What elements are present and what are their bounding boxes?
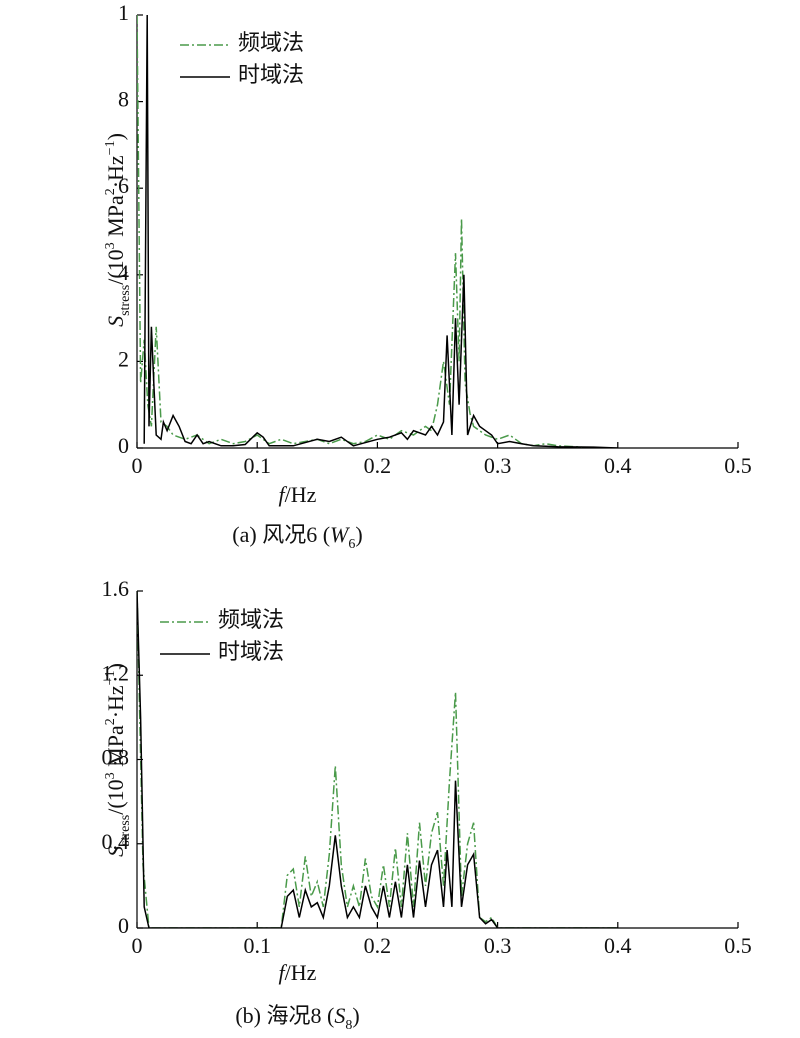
x-tick-label: 0.4: [604, 453, 632, 478]
legend-label: 时域法: [218, 639, 284, 664]
label-part: /Hz: [285, 482, 317, 507]
label-part: 3: [103, 242, 118, 249]
y-tick-label: 4: [118, 260, 129, 285]
x-tick-label: 0.1: [243, 933, 271, 958]
label-part: 2: [103, 718, 118, 725]
label-part: S: [103, 846, 128, 857]
label-part: ): [103, 663, 128, 670]
legend-label: 频域法: [218, 607, 284, 632]
x-tick-label: 0.3: [484, 453, 512, 478]
y-tick-label: 1.6: [102, 576, 130, 601]
label-part: /(10: [103, 779, 128, 814]
series-line: [137, 591, 618, 928]
label-part: 2: [103, 188, 118, 195]
y-tick-label: 8: [118, 87, 129, 112]
label-part: f: [279, 482, 288, 507]
label-part: (b) 海况8 (: [235, 1003, 334, 1028]
series-line: [137, 15, 582, 448]
label-part: ): [103, 133, 128, 140]
y-tick-label: 1.2: [102, 660, 130, 685]
label-part: −1: [103, 670, 118, 685]
label-part: W: [330, 522, 350, 547]
y-axis-label: Sstress/(103 MPa2·Hz−1): [103, 663, 133, 857]
x-tick-label: 0: [132, 933, 143, 958]
label-part: S: [334, 1003, 345, 1028]
legend-label: 频域法: [238, 30, 304, 55]
label-part: /(10: [103, 249, 128, 284]
plot-lines: [137, 15, 618, 448]
label-part: 3: [103, 772, 118, 779]
label-part: ·Hz: [103, 155, 128, 188]
label-part: f: [279, 960, 288, 985]
y-tick-label: 0: [118, 913, 129, 938]
series-line: [137, 591, 618, 928]
x-tick-label: 0.4: [604, 933, 632, 958]
label-part: /Hz: [285, 960, 317, 985]
x-tick-label: 0.1: [243, 453, 271, 478]
y-tick-label: 0.8: [102, 745, 130, 770]
x-axis-label: f/Hz: [279, 482, 317, 507]
label-part: (a) 风况6 (: [232, 522, 330, 547]
x-tick-label: 0: [132, 453, 143, 478]
y-tick-label: 1: [118, 0, 129, 25]
x-tick-label: 0.2: [364, 453, 392, 478]
label-part: ): [352, 1003, 359, 1028]
y-tick-label: 0.4: [102, 829, 130, 854]
plot-lines: [137, 591, 618, 928]
label-part: stress: [118, 285, 133, 316]
series-line: [143, 15, 618, 448]
x-tick-label: 0.5: [724, 933, 752, 958]
x-axis-label: f/Hz: [279, 960, 317, 985]
y-tick-label: 0: [118, 433, 129, 458]
x-tick-label: 0.3: [484, 933, 512, 958]
label-part: ·Hz: [103, 685, 128, 718]
label-part: 6: [348, 537, 355, 552]
label-part: S: [103, 316, 128, 327]
x-tick-label: 0.5: [724, 453, 752, 478]
y-axis-label: Sstress/(103 MPa2·Hz−1): [103, 133, 133, 327]
label-part: ): [355, 522, 362, 547]
y-tick-label: 6: [118, 173, 129, 198]
legend-label: 时域法: [238, 62, 304, 87]
label-part: MPa: [103, 725, 128, 772]
label-part: MPa: [103, 195, 128, 242]
label-part: 8: [345, 1018, 352, 1033]
label-part: −1: [103, 140, 118, 155]
caption: (b) 海况8 (S8): [235, 1003, 359, 1033]
caption: (a) 风况6 (W6): [232, 522, 362, 552]
label-part: stress: [118, 815, 133, 846]
y-tick-label: 2: [118, 346, 129, 371]
x-tick-label: 0.2: [364, 933, 392, 958]
